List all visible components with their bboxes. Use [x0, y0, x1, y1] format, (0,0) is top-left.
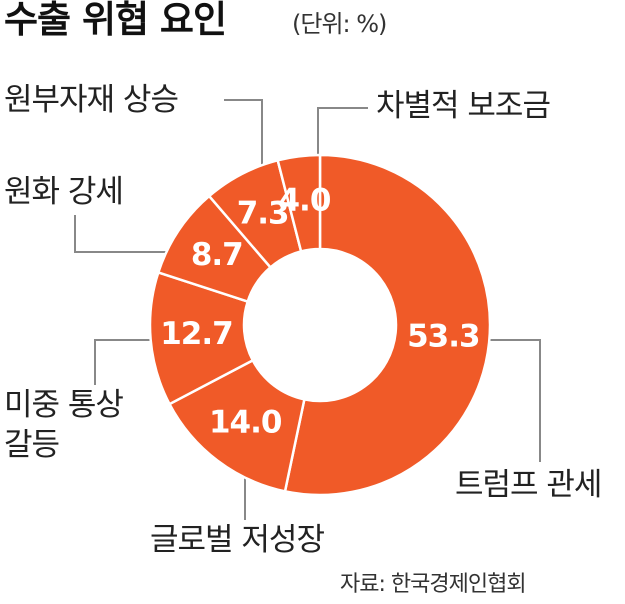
value-label: 12.7 — [160, 316, 233, 352]
value-label: 4.0 — [278, 182, 330, 218]
chart-subtitle: (단위: %) — [292, 10, 387, 38]
slice — [276, 153, 322, 253]
value-label: 7.3 — [237, 196, 289, 232]
leader-line — [224, 99, 263, 178]
chart-title: 수출 위협 요인 — [4, 0, 227, 41]
category-label: 차별적 보조금 — [376, 88, 551, 124]
category-label: 미중 통상 갈등 — [4, 387, 124, 463]
leader-line — [74, 215, 180, 253]
category-label: 트럼프 관세 — [455, 467, 602, 503]
source: 자료: 한국경제인협회 — [340, 572, 527, 597]
slice — [283, 153, 492, 497]
slices: 53.3 14.0 12.7 8.7 7.34.0 — [148, 153, 492, 497]
value-label: 14.0 — [209, 404, 282, 440]
leader-line — [488, 339, 541, 462]
category-label: 원화 강세 — [4, 174, 124, 210]
category-label: 글로벌 저성장 — [150, 522, 325, 558]
value-label: 53.3 — [407, 318, 480, 354]
leader-line — [94, 339, 152, 385]
value-label: 8.7 — [191, 237, 243, 273]
category-label: 원부자재 상승 — [4, 82, 179, 118]
